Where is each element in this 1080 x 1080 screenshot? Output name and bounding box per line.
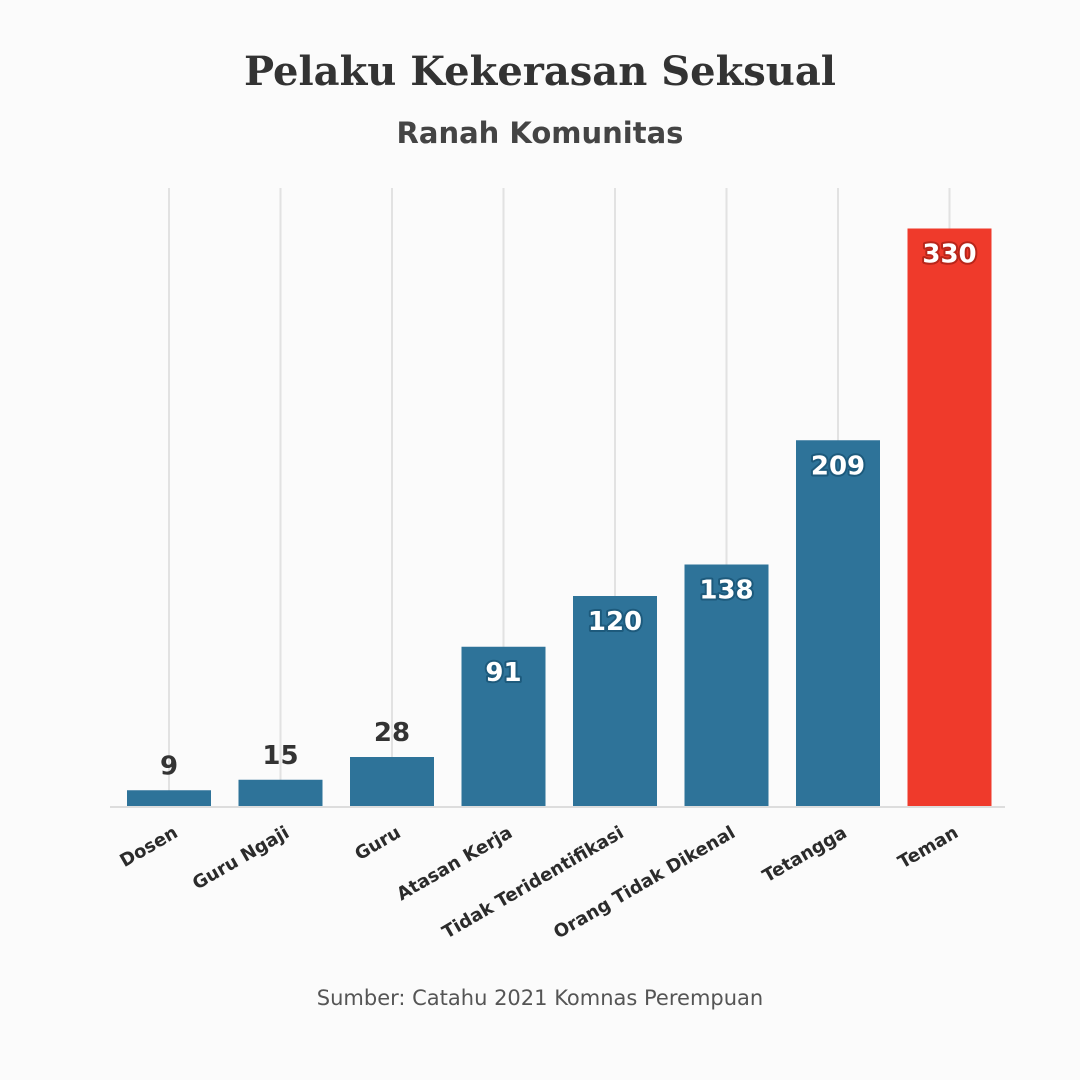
bar <box>127 790 211 806</box>
bar <box>350 757 434 806</box>
bar-value-label: 330 <box>922 240 976 270</box>
category-label: Guru <box>351 822 404 865</box>
bar <box>796 440 880 806</box>
bar <box>907 228 992 806</box>
source-note: Sumber: Catahu 2021 Komnas Perempuan <box>316 986 764 1010</box>
bar-value-label: 28 <box>374 718 410 748</box>
bar <box>573 596 657 806</box>
category-label: Tetangga <box>759 822 851 887</box>
bar-value-label: 9 <box>160 751 178 781</box>
category-label: Tidak Teridentifikasi <box>439 822 628 943</box>
category-label: Guru Ngaji <box>189 822 293 894</box>
bar-value-label: 15 <box>262 741 298 771</box>
bar <box>684 564 769 806</box>
category-label: Dosen <box>116 822 181 872</box>
bar <box>461 646 546 806</box>
bar-value-label: 91 <box>485 658 521 688</box>
category-label: Teman <box>895 822 962 873</box>
chart-subtitle: Ranah Komunitas <box>396 116 684 150</box>
bar <box>238 779 323 806</box>
category-label: Orang Tidak Dikenal <box>550 822 739 943</box>
bar-value-label: 138 <box>699 576 753 606</box>
bar-value-label: 120 <box>588 607 642 637</box>
bar-value-label: 209 <box>811 451 865 481</box>
chart-title: Pelaku Kekerasan Seksual <box>244 48 836 95</box>
